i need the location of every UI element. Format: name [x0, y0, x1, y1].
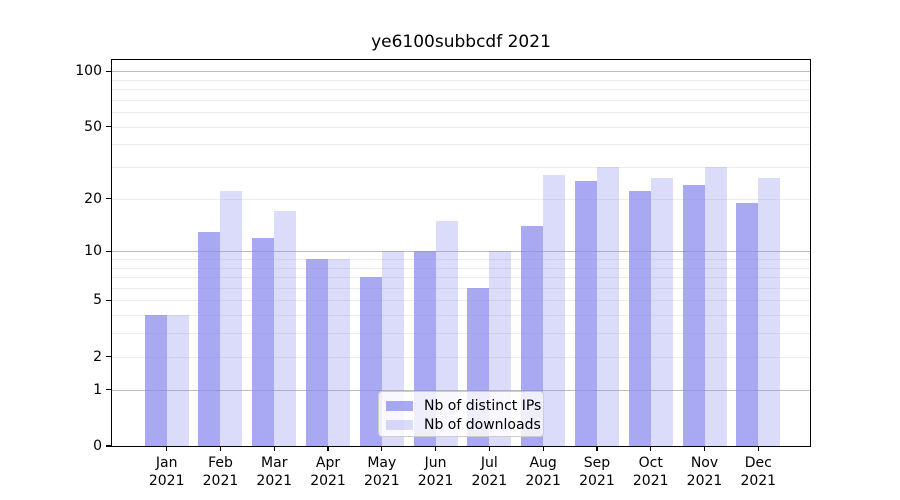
bar-downloads-oct — [650, 178, 673, 446]
legend-label-downloads: Nb of downloads — [424, 417, 541, 433]
x-tick-jan — [166, 446, 168, 451]
minor-gridline-2 — [112, 356, 810, 358]
minor-gridline-8 — [112, 267, 810, 269]
bar-ips-sep — [574, 181, 597, 446]
y-tick-label-2: 2 — [93, 348, 102, 365]
bar-ips-feb — [198, 231, 221, 446]
legend: Nb of distinct IPs Nb of downloads — [378, 391, 544, 437]
y-tick-20 — [106, 198, 111, 200]
x-tick-mar — [273, 446, 275, 451]
y-tick-label-5: 5 — [93, 292, 102, 309]
minor-gridline-20 — [112, 198, 810, 200]
x-tick-aug — [542, 446, 544, 451]
x-tick-may — [381, 446, 383, 451]
legend-swatch-downloads — [386, 420, 413, 430]
x-tick-jul — [488, 446, 490, 451]
bar-ips-oct — [628, 191, 651, 446]
bar-downloads-jan — [166, 315, 189, 446]
bar-downloads-apr — [328, 259, 351, 446]
minor-gridline-4 — [112, 315, 810, 317]
y-tick-label-1: 1 — [93, 381, 102, 398]
x-tick-label-aug: Aug 2021 — [525, 455, 561, 489]
bar-downloads-sep — [596, 167, 619, 446]
legend-item-downloads: Nb of downloads — [386, 416, 541, 434]
minor-gridline-90 — [112, 79, 810, 81]
y-tick-label-10: 10 — [84, 243, 102, 260]
minor-gridline-3 — [112, 333, 810, 335]
x-tick-label-dec: Dec 2021 — [740, 455, 777, 489]
minor-gridline-70 — [112, 99, 810, 101]
x-tick-jun — [435, 446, 437, 451]
x-tick-label-mar: Mar 2021 — [256, 455, 293, 489]
bar-ips-apr — [306, 259, 329, 446]
x-tick-apr — [327, 446, 329, 451]
bar-ips-dec — [736, 202, 759, 446]
y-tick-5 — [106, 299, 111, 302]
x-tick-label-feb: Feb 2021 — [202, 455, 239, 489]
minor-gridline-5 — [112, 300, 810, 302]
major-gridline-100 — [112, 71, 810, 73]
y-tick-50 — [106, 126, 111, 128]
y-tick-label-50: 50 — [84, 118, 102, 135]
minor-gridline-30 — [112, 167, 810, 169]
y-tick-label-100: 100 — [75, 63, 102, 80]
minor-gridline-7 — [112, 277, 810, 279]
minor-gridline-9 — [112, 259, 810, 260]
bar-downloads-nov — [704, 167, 727, 446]
plot-area — [112, 60, 810, 446]
y-tick-10 — [106, 250, 111, 252]
x-tick-dec — [757, 446, 759, 451]
bar-ips-nov — [682, 184, 705, 446]
minor-gridline-40 — [112, 144, 810, 146]
chart-title: ye6100subbcdf 2021 — [371, 32, 551, 52]
legend-label-distinct-ips: Nb of distinct IPs — [424, 398, 542, 414]
x-tick-feb — [219, 446, 222, 451]
x-tick-label-may: May 2021 — [363, 455, 400, 489]
y-tick-label-20: 20 — [84, 190, 102, 207]
bar-ips-mar — [252, 237, 275, 446]
y-tick-label-0: 0 — [93, 438, 102, 454]
x-tick-oct — [650, 446, 652, 451]
x-tick-label-apr: Apr 2021 — [310, 455, 346, 489]
x-tick-label-oct: Oct 2021 — [632, 455, 669, 489]
minor-gridline-6 — [112, 287, 810, 289]
x-tick-label-jan: Jan 2021 — [148, 455, 185, 489]
major-gridline-1 — [112, 389, 810, 391]
x-tick-sep — [596, 446, 598, 451]
y-tick-100 — [106, 70, 111, 72]
y-tick-0 — [106, 445, 111, 447]
bar-ips-may — [359, 277, 382, 446]
x-tick-nov — [703, 446, 706, 451]
bar-downloads-aug — [543, 175, 566, 446]
y-tick-1 — [106, 389, 111, 391]
bar-downloads-feb — [220, 191, 243, 446]
minor-gridline-50 — [112, 126, 810, 128]
bar-ips-jan — [144, 315, 167, 446]
x-tick-label-sep: Sep 2021 — [579, 455, 615, 489]
bar-downloads-dec — [758, 178, 781, 446]
minor-gridline-60 — [112, 112, 810, 114]
bar-downloads-mar — [274, 211, 297, 446]
x-tick-label-jun: Jun 2021 — [417, 455, 454, 489]
y-tick-2 — [106, 356, 111, 358]
x-tick-label-nov: Nov 2021 — [686, 455, 723, 489]
major-gridline-10 — [112, 251, 810, 253]
x-tick-label-jul: Jul 2021 — [471, 455, 508, 489]
minor-gridline-80 — [112, 89, 810, 91]
bar-downloads-jun — [435, 220, 458, 446]
legend-item-distinct-ips: Nb of distinct IPs — [386, 397, 541, 415]
legend-swatch-distinct-ips — [386, 401, 413, 411]
